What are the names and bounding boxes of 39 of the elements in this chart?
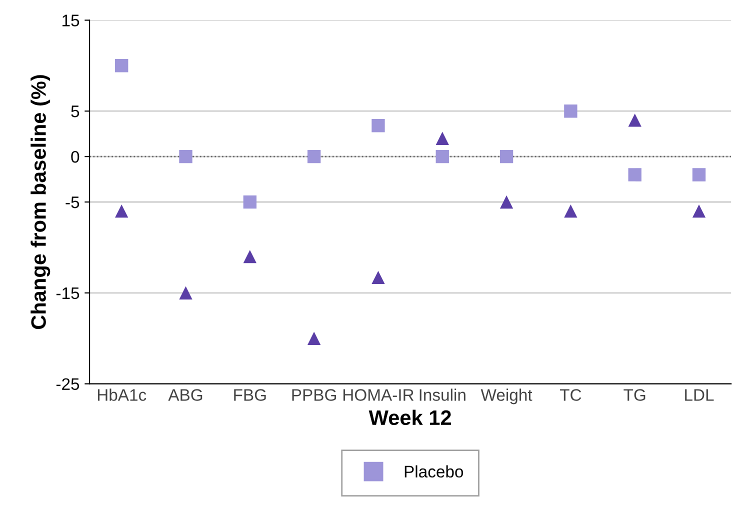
point: [307, 332, 321, 345]
point: [692, 168, 706, 182]
point: [564, 104, 578, 118]
point: [115, 204, 128, 218]
point: [500, 150, 514, 164]
y-tick-label: 5: [71, 106, 80, 118]
point: [564, 204, 578, 218]
legend-label: Placebo: [404, 465, 464, 478]
point: [243, 195, 256, 209]
point: [307, 150, 321, 164]
point: [372, 119, 385, 132]
x-tick-label: PPBG: [292, 389, 336, 401]
point: [372, 270, 385, 284]
x-tick-label: ABG: [168, 389, 202, 401]
x-tick-label: TC: [560, 389, 582, 401]
x-tick-label: HbA1c: [98, 388, 146, 401]
y-tick-label: -15: [56, 287, 80, 300]
point: [243, 250, 256, 264]
x-tick-label: TG: [624, 389, 646, 401]
point: [692, 204, 706, 218]
y-axis-title: Change from baseline (%): [30, 75, 50, 330]
x-tick-label: HOMA-IR: [343, 389, 414, 401]
x-axis-title: Week 12: [368, 410, 451, 426]
point: [500, 195, 514, 209]
y-tick-label: 0: [71, 150, 80, 163]
point: [436, 132, 449, 145]
y-tick-label: 15: [62, 14, 80, 26]
y-tick-label: -5: [66, 196, 80, 208]
point: [628, 168, 642, 182]
point: [115, 59, 128, 72]
x-tick-label: FBG: [234, 389, 266, 401]
x-tick-label: Weight: [480, 388, 532, 404]
x-tick-label: Insulin: [420, 388, 466, 401]
x-tick-label: LDL: [685, 389, 714, 401]
point: [179, 286, 192, 300]
point: [179, 150, 192, 164]
point: [436, 150, 449, 164]
y-tick-label: -25: [56, 378, 80, 390]
point: [628, 114, 642, 127]
